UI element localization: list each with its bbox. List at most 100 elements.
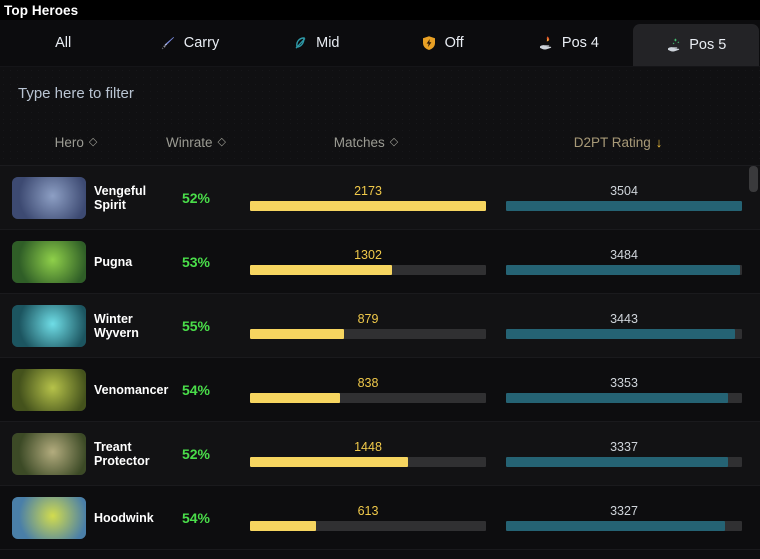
matches-cell: 1448 — [240, 439, 496, 467]
search-input[interactable] — [18, 85, 742, 102]
hero-portrait — [12, 176, 86, 219]
rating-bar-track — [506, 520, 742, 531]
tab-label: Pos 4 — [561, 35, 600, 51]
matches-value: 1302 — [354, 247, 382, 262]
scrollbar-thumb[interactable] — [749, 166, 758, 192]
tab-all[interactable]: All — [0, 20, 126, 66]
tab-label: Mid — [316, 35, 340, 51]
hero-cell: Pugna — [0, 240, 152, 283]
winrate-value: 54% — [181, 509, 211, 526]
column-header-label: D2PT Rating — [573, 135, 651, 150]
rating-value: 3484 — [610, 247, 638, 262]
hero-name: Vengeful Spirit — [94, 183, 147, 212]
vertical-scrollbar[interactable] — [749, 166, 758, 559]
hero-cell: Winter Wyvern — [0, 304, 152, 347]
matches-bar-track — [250, 456, 486, 467]
matches-value: 2173 — [354, 183, 382, 198]
matches-value: 613 — [357, 503, 379, 518]
rating-value: 3504 — [610, 183, 638, 198]
hero-portrait — [12, 368, 86, 411]
table-row[interactable]: Winter Wyvern 55% 879 3443 — [0, 294, 760, 358]
rating-bar-fill — [506, 328, 735, 339]
table-row[interactable]: Hoodwink 54% 613 3327 — [0, 486, 760, 550]
sword-icon — [160, 35, 177, 52]
column-header-label: Matches — [333, 135, 385, 150]
matches-bar-track — [250, 520, 486, 531]
rating-cell: 3353 — [496, 375, 760, 403]
hero-name: Venomancer — [94, 382, 169, 397]
winrate-value: 55% — [181, 317, 211, 334]
bow-icon — [292, 35, 309, 52]
table-row[interactable]: Pugna 53% 1302 3484 — [0, 230, 760, 294]
matches-bar-track — [250, 264, 486, 275]
rating-bar-fill — [506, 456, 728, 467]
hero-cell: Vengeful Spirit — [0, 176, 152, 219]
rating-bar-fill — [506, 200, 742, 211]
matches-value: 879 — [357, 311, 379, 326]
sort-none-icon: ◇ — [88, 136, 98, 148]
sort-none-icon: ◇ — [217, 136, 226, 148]
winrate-value: 52% — [181, 189, 211, 206]
column-header-winrate[interactable]: Winrate ◇ — [152, 135, 240, 150]
matches-bar-track — [250, 200, 486, 211]
matches-cell: 1302 — [240, 247, 496, 275]
tab-label: Pos 5 — [689, 37, 727, 53]
rating-value: 3443 — [610, 311, 638, 326]
rating-bar-track — [506, 328, 742, 339]
rating-bar-fill — [506, 520, 726, 531]
role-tab-bar: All Carry Mid Off Pos 4 Pos 5 — [0, 20, 760, 67]
matches-value: 1448 — [354, 439, 382, 454]
hero-cell: Venomancer — [0, 368, 168, 411]
sort-none-icon: ◇ — [389, 136, 399, 148]
column-header-label: Hero — [54, 135, 84, 150]
table-row[interactable]: Treant Protector 52% 1448 3337 — [0, 422, 760, 486]
column-header-hero[interactable]: Hero ◇ — [0, 135, 152, 150]
table-row[interactable]: Venomancer 54% 838 3353 — [0, 358, 760, 422]
matches-cell: 613 — [240, 503, 496, 531]
hero-name: Winter Wyvern — [94, 311, 139, 340]
tab-pos-4[interactable]: Pos 4 — [505, 20, 631, 66]
column-header-matches[interactable]: Matches ◇ — [240, 135, 492, 150]
rating-value: 3337 — [610, 439, 638, 454]
rating-bar-track — [506, 456, 742, 467]
rating-cell: 3327 — [496, 503, 760, 531]
rating-value: 3327 — [610, 503, 638, 518]
matches-cell: 879 — [240, 311, 496, 339]
hand-spark-icon — [665, 37, 682, 54]
shield-bolt-icon — [421, 35, 438, 52]
table-row[interactable]: Vengeful Spirit 52% 2173 3504 — [0, 166, 760, 230]
titlebar: Top Heroes — [0, 0, 760, 20]
matches-cell: 838 — [240, 376, 496, 403]
hero-cell: Hoodwink — [0, 496, 154, 539]
tab-label: Off — [444, 35, 464, 51]
column-header-rating[interactable]: D2PT Rating ↓ — [492, 135, 760, 150]
tab-carry[interactable]: Carry — [126, 20, 252, 66]
tab-mid[interactable]: Mid — [253, 20, 379, 66]
rating-cell: 3504 — [496, 183, 760, 211]
tab-off[interactable]: Off — [379, 20, 505, 66]
column-header-label: Winrate — [166, 135, 213, 150]
hero-name: Hoodwink — [94, 510, 154, 525]
tab-pos-5[interactable]: Pos 5 — [632, 24, 759, 66]
hero-name: Treant Protector — [94, 439, 150, 468]
hero-name: Pugna — [94, 254, 133, 269]
rating-bar-track — [506, 264, 742, 275]
hero-portrait — [12, 496, 86, 539]
filter-bar — [0, 67, 760, 120]
hero-portrait — [12, 304, 86, 347]
matches-bar-track — [250, 328, 486, 339]
matches-bar-fill — [250, 456, 409, 467]
hero-portrait — [12, 240, 86, 283]
matches-bar-fill — [250, 392, 340, 403]
matches-bar-fill — [250, 200, 486, 211]
rating-value: 3353 — [610, 375, 638, 390]
column-header-row: Hero ◇ Winrate ◇ Matches ◇ D2PT Rating ↓ — [0, 120, 760, 166]
winrate-value: 54% — [181, 381, 211, 398]
matches-bar-fill — [250, 264, 392, 275]
rating-bar-fill — [506, 392, 728, 403]
rating-cell: 3337 — [496, 439, 760, 467]
hand-flame-icon — [538, 35, 555, 52]
matches-bar-fill — [250, 520, 317, 531]
matches-bar-track — [250, 392, 486, 403]
